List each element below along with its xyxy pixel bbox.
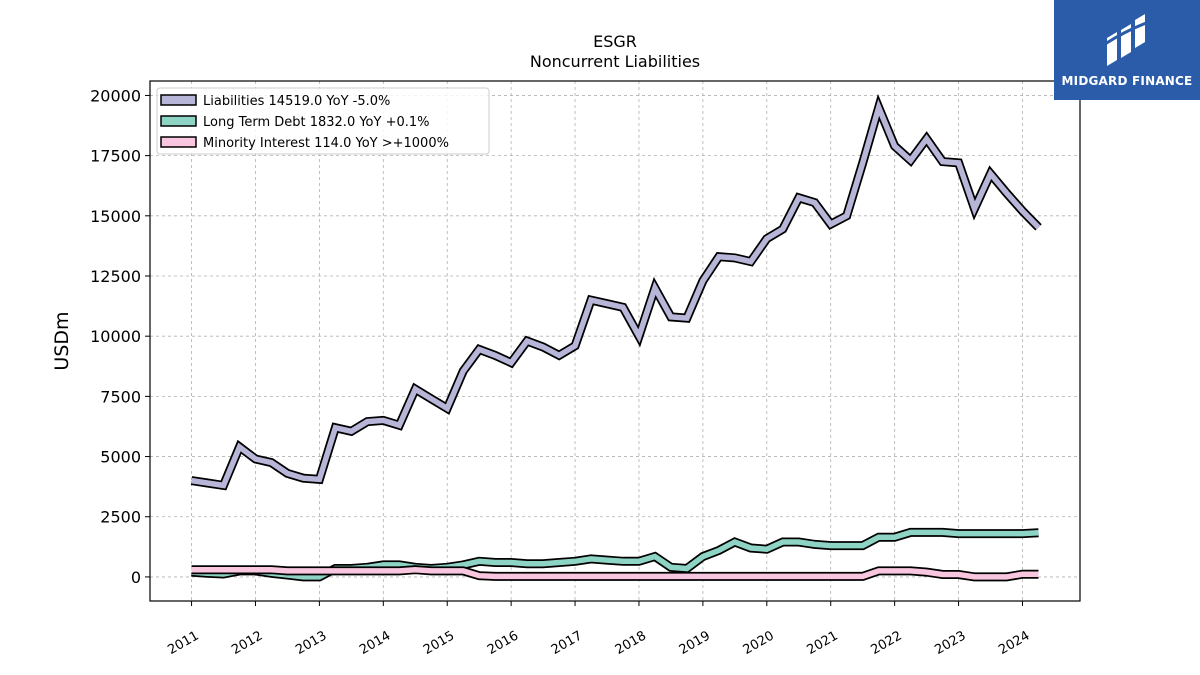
series-0 [190,93,1042,491]
legend-label: Minority Interest 114.0 YoY >+1000% [203,136,449,151]
x-tick-label: 2014 [357,628,393,658]
x-tick-label: 2023 [932,628,968,658]
series-line [191,99,1041,489]
legend: Liabilities 14519.0 YoY -5.0% Long Term D… [156,87,490,155]
brand-logo: MIDGARD FINANCE [1054,0,1200,100]
y-axis-label: USDm [51,311,73,370]
x-tick-label: 2018 [613,628,649,658]
x-tick-label: 2016 [485,628,521,658]
series-layer [190,93,1042,582]
chart-subtitle: Noncurrent Liabilities [530,52,700,71]
x-tick-label: 2021 [805,628,841,658]
plot-frame [149,80,1081,602]
x-tick-label: 2024 [996,628,1032,658]
legend-swatch [160,115,197,127]
y-tick-label: 20000 [90,86,141,105]
series-line-outline [190,93,1042,491]
y-tick-label: 12500 [90,267,141,286]
legend-swatch [160,136,197,148]
y-tick-label: 0 [131,568,141,587]
brand-logo-text: MIDGARD FINANCE [1061,74,1193,88]
midgard-logo-icon [1104,14,1150,66]
x-axis: 2011 2012 2013 2014 2015 2016 2017 2018 2019 2020… [165,601,1032,658]
y-tick-label: 15000 [90,207,141,226]
series-2 [191,565,1039,582]
x-tick-label: 2022 [868,628,904,658]
legend-swatch [160,94,197,106]
x-tick-label: 2017 [549,628,585,658]
y-tick-label: 17500 [90,147,141,166]
series-line [191,566,1039,580]
legend-box [156,87,490,155]
x-tick-label: 2012 [229,628,265,658]
y-tick-label: 5000 [100,448,141,467]
y-tick-label: 2500 [100,508,141,527]
legend-label: Liabilities 14519.0 YoY -5.0% [203,94,390,109]
chart-title: ESGR [593,32,637,51]
x-tick-label: 2019 [677,628,713,658]
x-tick-label: 2020 [741,628,777,658]
y-axis: 0 2500 5000 7500 10000 12500 15000 17500 20000 [90,86,150,587]
y-tick-label: 7500 [100,387,141,406]
x-tick-label: 2013 [293,628,329,658]
x-tick-label: 2011 [165,628,201,658]
y-tick-label: 10000 [90,327,141,346]
legend-label: Long Term Debt 1832.0 YoY +0.1% [203,115,430,130]
x-tick-label: 2015 [421,628,457,658]
